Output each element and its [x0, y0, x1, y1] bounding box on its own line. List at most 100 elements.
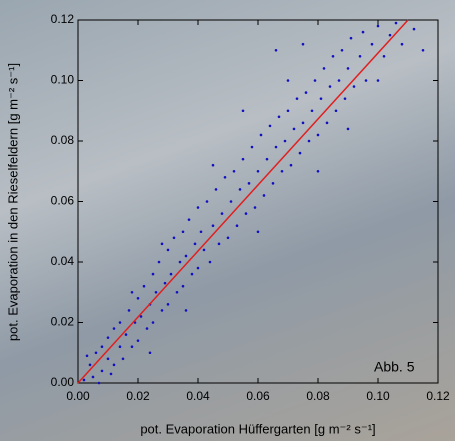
scatter-point: [229, 200, 233, 203]
scatter-point: [91, 375, 95, 379]
scatter-point: [283, 139, 287, 143]
x-axis-label: pot. Evaporation Hüffergarten [g m⁻² s⁻¹…: [140, 421, 375, 436]
scatter-point: [121, 357, 125, 361]
scatter-point: [244, 212, 248, 215]
scatter-point: [265, 157, 269, 161]
scatter-point: [289, 163, 293, 167]
scatter-point: [97, 381, 101, 385]
scatter-point: [160, 242, 164, 246]
scatter-point: [241, 109, 245, 113]
scatter-point: [346, 67, 350, 70]
scatter-point: [100, 369, 104, 373]
scatter-point: [106, 357, 110, 361]
scatter-point: [340, 48, 344, 52]
scatter-point: [358, 55, 362, 58]
scatter-point: [151, 272, 155, 276]
scatter-point: [130, 345, 134, 349]
scatter-point: [193, 242, 197, 246]
scatter-point: [343, 97, 347, 100]
scatter-point: [286, 79, 290, 82]
x-tick-label: 0.12: [426, 389, 450, 403]
y-tick-label: 0.06: [51, 194, 75, 208]
scatter-point: [166, 248, 170, 252]
scatter-point: [304, 91, 308, 94]
scatter-point: [136, 297, 140, 300]
scatter-point: [205, 200, 209, 203]
scatter-point: [124, 333, 128, 336]
scatter-point: [211, 224, 215, 227]
scatter-point: [145, 327, 149, 330]
scatter-point: [88, 363, 92, 367]
scatter-point: [376, 79, 380, 82]
scatter-point: [217, 242, 221, 246]
scatter-point: [361, 30, 365, 34]
scatter-point: [139, 315, 143, 318]
scatter-point: [202, 248, 206, 252]
scatter-point: [298, 151, 302, 155]
scatter-point: [412, 27, 416, 31]
scatter-point: [274, 145, 278, 149]
scatter-point: [256, 169, 260, 173]
scatter-point: [247, 182, 251, 185]
scatter-point: [112, 327, 116, 330]
scatter-point: [271, 182, 275, 185]
y-tick-label: 0.08: [51, 133, 75, 147]
scatter-point: [352, 85, 356, 88]
scatter-point: [163, 281, 167, 285]
x-tick-label: 0.08: [306, 389, 330, 403]
scatter-point: [364, 79, 368, 82]
scatter-point: [370, 42, 374, 46]
scatter-point: [226, 236, 230, 240]
scatter-point: [232, 169, 236, 173]
y-tick-label: 0.10: [51, 73, 75, 87]
scatter-point: [280, 169, 284, 173]
scatter-point: [349, 36, 353, 40]
scatter-point: [268, 124, 272, 128]
scatter-point: [106, 336, 110, 339]
scatter-point: [307, 139, 311, 143]
scatter-point: [316, 133, 320, 137]
scatter-point: [154, 290, 158, 294]
scatter-point: [127, 309, 131, 312]
scatter-point: [310, 109, 314, 113]
x-tick-label: 0.10: [366, 389, 390, 403]
scatter-point: [337, 79, 341, 82]
x-tick-label: 0.04: [186, 389, 210, 403]
scatter-point: [262, 194, 266, 197]
scatter-point: [166, 303, 170, 306]
scatter-point: [184, 254, 188, 258]
scatter-point: [295, 97, 299, 100]
y-axis-label: pot. Evaporation in den Rieselfeldern [g…: [5, 63, 20, 341]
scatter-point: [277, 115, 281, 119]
scatter-point: [196, 206, 200, 209]
x-tick-label: 0.02: [126, 389, 150, 403]
y-tick-label: 0.00: [51, 375, 75, 389]
y-tick-label: 0.12: [51, 12, 75, 26]
scatter-point: [286, 109, 290, 113]
scatter-point: [130, 290, 134, 294]
scatter-point: [256, 230, 260, 234]
x-tick-label: 0.00: [66, 389, 90, 403]
scatter-point: [319, 97, 323, 100]
scatter-point: [313, 79, 317, 82]
scatter-point: [259, 133, 263, 137]
scatter-point: [181, 230, 185, 234]
scatter-point: [172, 236, 176, 240]
scatter-point: [82, 378, 86, 382]
scatter-point: [376, 24, 380, 28]
scatter-point: [169, 272, 173, 276]
scatter-point: [211, 163, 215, 167]
scatter-point: [328, 85, 332, 88]
scatter-point: [148, 351, 152, 355]
scatter-point: [238, 188, 242, 191]
scatter-point: [109, 372, 113, 376]
scatter-point: [190, 272, 194, 276]
scatter-point: [157, 260, 161, 264]
scatter-point: [181, 284, 185, 288]
scatter-point: [100, 345, 104, 349]
y-tick-label: 0.02: [51, 315, 75, 329]
scatter-point: [220, 212, 224, 215]
scatter-point: [400, 42, 404, 46]
scatter-point: [253, 206, 257, 209]
